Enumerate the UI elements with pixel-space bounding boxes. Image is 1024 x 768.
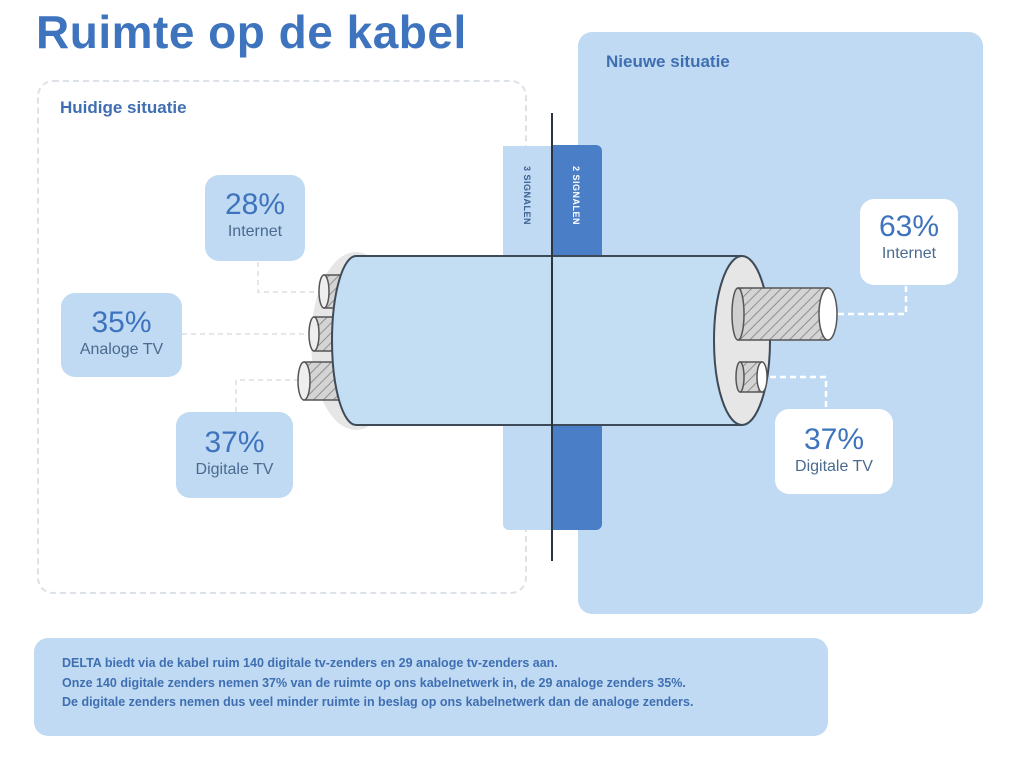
current-situation-label: Huidige situatie — [60, 98, 187, 117]
internet-caption-left: Internet — [227, 223, 283, 240]
internet-caption-right: Internet — [881, 245, 937, 262]
digitale-percent-right: 37% — [803, 423, 865, 456]
internet-percent-left: 28% — [224, 188, 286, 221]
divider-line — [551, 113, 553, 561]
digitale-share-box-right: 37% Digitale TV — [775, 409, 893, 494]
connector-internet-right — [838, 286, 908, 316]
note-line: De digitale zenders nemen dus veel minde… — [62, 695, 694, 709]
internet-share-box-left: 28% Internet — [205, 175, 305, 261]
analoge-percent-left: 35% — [91, 306, 152, 339]
digitale-share-box-left: 37% Digitale TV — [176, 412, 293, 498]
new-situation-label: Nieuwe situatie — [606, 52, 730, 71]
digitale-caption-left: Digitale TV — [195, 461, 274, 478]
page-title: Ruimte op de kabel — [36, 6, 467, 58]
core-digitale-right — [735, 361, 768, 393]
analoge-caption-left: Analoge TV — [79, 341, 164, 358]
core-internet-right — [731, 287, 838, 341]
two-signals-label: 2 SIGNALEN — [571, 166, 581, 226]
explanation-note: DELTA biedt via de kabel ruim 140 digita… — [34, 638, 828, 736]
digitale-percent-left: 37% — [204, 426, 265, 459]
note-line: Onze 140 digitale zenders nemen 37% van … — [62, 675, 686, 690]
three-signals-label: 3 SIGNALEN — [522, 166, 532, 226]
internet-share-box-right: 63% Internet — [860, 199, 958, 285]
connector-internet-left — [257, 262, 322, 293]
connector-digitale-left — [235, 379, 302, 412]
analoge-share-box-left: 35% Analoge TV — [61, 293, 182, 377]
note-line: DELTA biedt via de kabel ruim 140 digita… — [62, 656, 558, 670]
digitale-caption-right: Digitale TV — [795, 458, 873, 475]
internet-percent-right: 63% — [878, 210, 940, 243]
connector-digitale-right — [770, 375, 828, 410]
cable-body — [331, 255, 743, 426]
